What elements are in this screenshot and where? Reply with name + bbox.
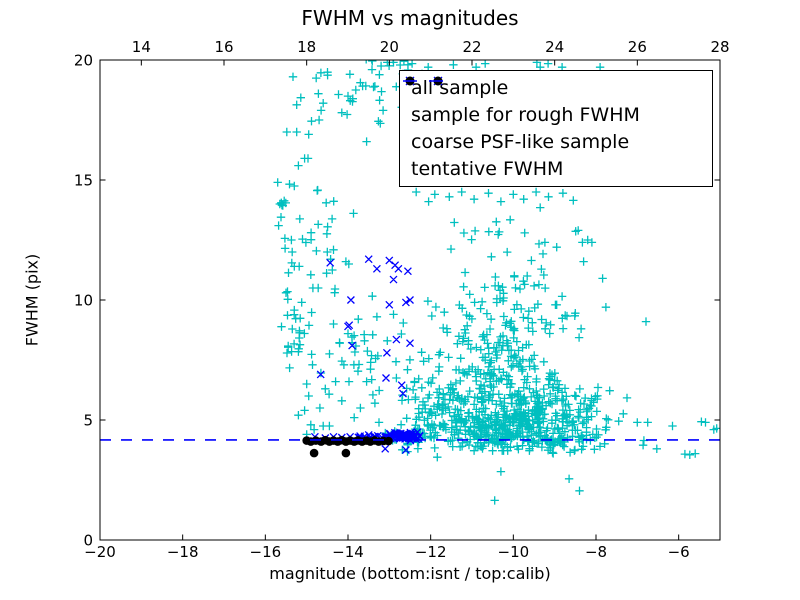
x-top-tick-label: 28 <box>710 38 729 56</box>
y-tick-label: 20 <box>74 52 93 70</box>
legend-item-coarse-PSF-like-sample: coarse PSF-like sample <box>400 76 712 156</box>
axis-tick-labels: −20 −18 −16 −14 −12 −10 −8 −6 14 16 18 20 22 24 26 28 0 5… <box>74 38 730 561</box>
y-tick-label: 5 <box>83 412 93 430</box>
x-bottom-tick-label: −20 <box>84 543 116 561</box>
x-top-tick-label: 16 <box>214 38 233 56</box>
plot-data-layer <box>100 60 720 505</box>
x-top-tick-label: 26 <box>628 38 647 56</box>
legend-label: sample for rough FWHM <box>411 103 640 126</box>
y-tick-label: 10 <box>74 292 93 310</box>
x-bottom-tick-label: −6 <box>668 543 690 561</box>
legend-label: coarse PSF-like sample <box>411 131 630 154</box>
series-all-sample <box>273 60 720 505</box>
legend-label: tentative FWHM <box>411 158 564 181</box>
x-bottom-tick-label: −10 <box>498 543 530 561</box>
x-bottom-tick-label: −12 <box>415 543 447 561</box>
x-bottom-tick-label: −18 <box>167 543 199 561</box>
axis-ticks <box>99 59 721 541</box>
x-top-tick-label: 22 <box>462 38 481 56</box>
legend-box: all sample sample for rough FWHM coarse PS… <box>399 70 713 187</box>
x-bottom-tick-label: −14 <box>332 543 364 561</box>
chart-title: FWHM vs magnitudes <box>301 6 519 30</box>
x-top-tick-label: 18 <box>297 38 316 56</box>
x-axis-label: magnitude (bottom:isnt / top:calib) <box>269 564 551 583</box>
legend-item-tentative-FWHM: tentative FWHM <box>400 80 712 183</box>
x-top-tick-label: 14 <box>132 38 151 56</box>
y-tick-label: 15 <box>74 172 93 190</box>
y-tick-label: 0 <box>83 532 93 550</box>
legend-marker-dash-icon <box>403 80 443 82</box>
x-bottom-tick-label: −8 <box>585 543 607 561</box>
x-top-tick-label: 24 <box>545 38 564 56</box>
x-top-tick-label: 20 <box>380 38 399 56</box>
legend-item-sample-for-rough-FWHM: sample for rough FWHM <box>400 76 712 128</box>
x-bottom-tick-label: −16 <box>250 543 282 561</box>
